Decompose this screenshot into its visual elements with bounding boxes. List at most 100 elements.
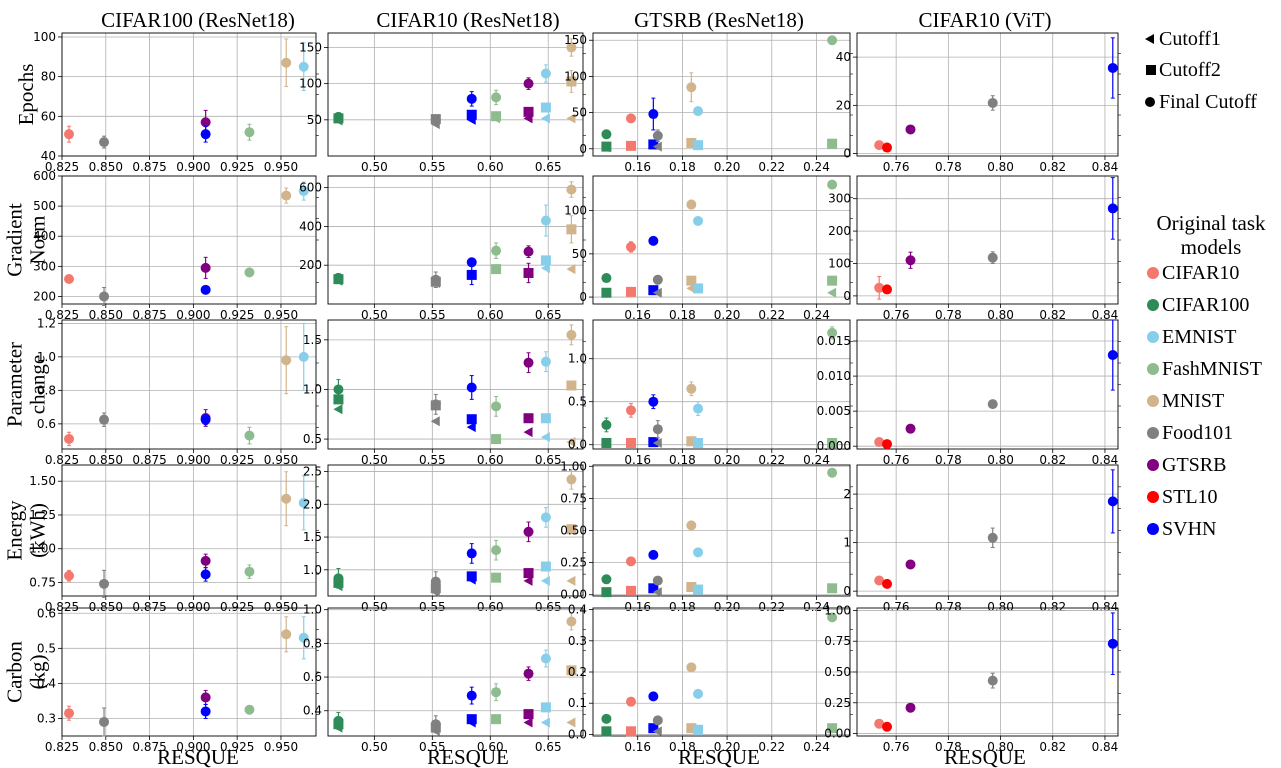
x-tick-label: 0.950: [264, 160, 298, 174]
marker-square: [430, 722, 441, 733]
marker-square: [601, 726, 612, 737]
marker-square: [491, 264, 502, 275]
marker-circle: [625, 556, 636, 567]
marker-triangle-left: [652, 141, 662, 152]
x-tick-label: 0.825: [45, 453, 79, 467]
point-fashmnist-circle: [827, 179, 838, 190]
point-mnist-circle: [281, 187, 292, 204]
marker-circle: [601, 574, 612, 585]
point-cifar10-square: [625, 140, 636, 151]
marker-circle: [540, 653, 551, 664]
point-emnist-square: [540, 561, 551, 572]
marker-circle: [693, 547, 704, 558]
marker-square: [540, 102, 551, 113]
x-tick-label: 0.18: [669, 453, 696, 467]
point-cifar10-circle: [874, 275, 885, 300]
legend-model-label: MNIST: [1162, 390, 1224, 412]
point-cifar100-circle: [601, 129, 612, 140]
marker-circle: [827, 612, 838, 623]
x-tick-label: 0.50: [361, 600, 388, 614]
marker-circle: [625, 113, 636, 124]
point-svhn-circle: [1107, 469, 1118, 534]
legend-model-label: GTSRB: [1162, 454, 1226, 476]
point-emnist-circle: [693, 547, 704, 558]
marker-circle: [1107, 203, 1118, 214]
point-emnist-circle: [298, 616, 309, 660]
legend-model-fashmnist: FashMNIST: [1147, 358, 1262, 380]
point-svhn-circle: [466, 91, 477, 107]
x-tick-label: 0.82: [1039, 453, 1066, 467]
marker-triangle-left: [652, 287, 662, 298]
y-tick-label: 0.5: [37, 641, 56, 655]
marker-square: [566, 76, 577, 87]
marker-circle: [987, 252, 998, 263]
panel-r3-c1: 0.825 0.850 0.875 0.900 0.925 0.950 0.6 0.8 1.0 1…: [37, 316, 319, 467]
marker-triangle-left: [566, 113, 576, 124]
point-food101-triangle-left: [430, 278, 440, 289]
marker-circle: [601, 273, 612, 284]
x-tick-label: 0.875: [132, 308, 166, 322]
point-emnist-triangle-left: [540, 263, 550, 274]
point-cifar10-square: [625, 585, 636, 596]
marker-circle: [1107, 638, 1118, 649]
marker-circle: [244, 566, 255, 577]
y-tick-label: 0.3: [37, 711, 56, 725]
axes-frame: [592, 607, 851, 737]
point-svhn-circle: [648, 97, 659, 131]
row-label-energy-kwh: Energy (kWh): [3, 500, 50, 561]
legend-color-swatch: [1147, 363, 1159, 375]
point-fashmnist-square: [827, 437, 838, 448]
marker-circle: [281, 493, 292, 504]
marker-circle: [491, 545, 502, 556]
point-cifar100-square: [601, 587, 612, 598]
x-tick-label: 0.78: [935, 308, 962, 322]
point-svhn-triangle-left: [466, 114, 476, 125]
x-tick-label: 0.24: [803, 160, 830, 174]
marker-circle: [625, 405, 636, 416]
y-tick-label: 0.50: [824, 665, 851, 679]
panel-r4-c1: 0.825 0.850 0.875 0.900 0.925 0.950 0.75 1.00 1.…: [29, 464, 319, 614]
x-tick-label: 0.55: [419, 308, 446, 322]
point-emnist-square: [693, 584, 704, 595]
x-tick-label: 0.950: [264, 600, 298, 614]
axes-frame: [61, 32, 317, 157]
legend-cutoff1: Cutoff1: [1145, 28, 1221, 50]
point-svhn-square: [648, 723, 659, 734]
point-svhn-square: [648, 285, 659, 296]
point-mnist-triangle-left: [566, 575, 576, 586]
marker-square: [566, 224, 577, 235]
point-cifar10-circle: [64, 431, 75, 447]
marker-circle: [540, 215, 551, 226]
x-tick-label: 0.22: [758, 160, 785, 174]
point-emnist-triangle-left: [540, 432, 550, 443]
panel-r1-c2: 0.50 0.55 0.60 0.65 50 100 150: [299, 32, 586, 174]
point-cifar10-circle: [625, 113, 636, 124]
marker-circle: [648, 549, 659, 560]
x-tick-label: 0.18: [669, 308, 696, 322]
point-emnist-triangle-left: [540, 113, 550, 124]
marker-circle: [882, 439, 893, 450]
marker-square: [523, 106, 534, 117]
marker-circle: [566, 42, 577, 53]
marker-circle: [523, 246, 534, 257]
marker-square: [693, 140, 704, 151]
y-tick-label: 0.4: [303, 704, 322, 718]
panel-r2-c2: 0.50 0.55 0.60 0.65 200 400 600: [299, 175, 586, 322]
point-svhn-square: [466, 264, 477, 286]
marker-circle: [200, 117, 211, 128]
marker-triangle-left: [333, 275, 343, 286]
point-cifar100-circle: [601, 417, 612, 433]
point-fashmnist-square: [827, 583, 838, 594]
marker-square: [540, 702, 551, 713]
y-tick-label: 0.3: [568, 634, 587, 648]
point-cifar10-circle: [625, 556, 636, 567]
x-tick-label: 0.825: [45, 160, 79, 174]
marker-circle: [200, 706, 211, 717]
point-mnist-square: [686, 436, 697, 447]
x-tick-label: 0.20: [714, 160, 741, 174]
marker-square: [566, 524, 577, 535]
point-cifar10-circle: [874, 575, 885, 586]
x-tick-label: 0.65: [535, 740, 562, 754]
marker-circle: [652, 715, 663, 726]
x-tick-label: 0.900: [176, 453, 210, 467]
